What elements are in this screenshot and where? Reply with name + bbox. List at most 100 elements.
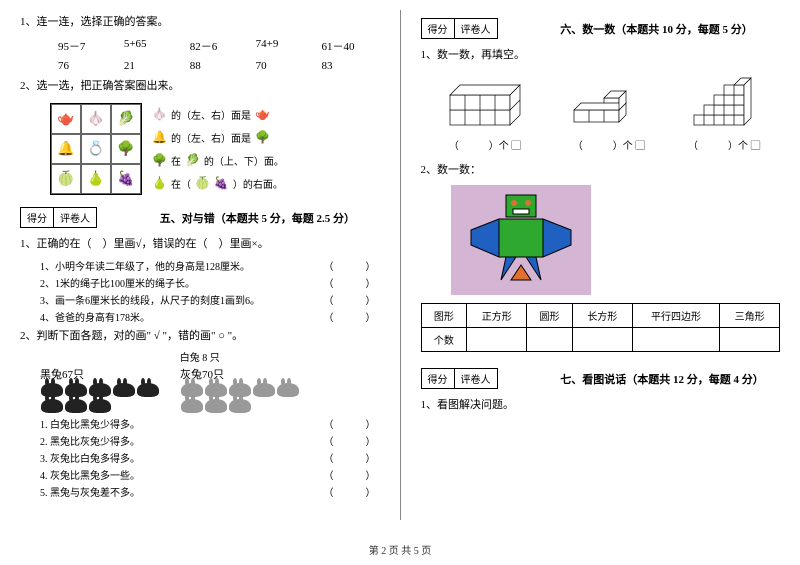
score-label: 得分 [422, 369, 455, 388]
th: 三角形 [720, 304, 780, 328]
cube-stack-icon [440, 80, 530, 130]
score-label: 得分 [422, 19, 455, 38]
j-text: 2. 黑兔比灰兔少得多。 [40, 433, 140, 448]
ans: 76 [58, 60, 108, 72]
text: 的（上、下）面。 [204, 153, 284, 168]
ans: 83 [322, 60, 372, 72]
text: 的（左、右）面是 [171, 130, 251, 145]
cube-stack-icon [569, 80, 649, 130]
item-icon: 🫖 [255, 107, 270, 122]
item-icon: 🌳 [152, 153, 167, 168]
j-paren: （ ） [324, 484, 380, 499]
right-column: 得分 评卷人 六、数一数（本题共 10 分，每题 5 分） 1、数一数，再填空。… [401, 0, 800, 530]
grid-cell: 🫖 [51, 104, 81, 134]
cube-fig-3: （ ）个 ▢ [688, 75, 761, 152]
expr: 74+9 [256, 38, 306, 54]
q1-ans-row: 76 21 88 70 83 [50, 60, 380, 72]
pos-line: 🌳在🥬的（上、下）面。 [152, 153, 284, 168]
white-rabbit-label: 白兔 8 只 [20, 349, 380, 364]
pos-line: 🧄 的（左、右）面是 🫖 [152, 107, 284, 122]
black-rabbits-icons [40, 382, 160, 414]
section-5-title: 五、对与错（本题共 5 分，每题 2.5 分） [160, 210, 355, 226]
q5-1-prompt: 1、正确的在（ ）里画√，错误的在（ ）里画×。 [20, 236, 380, 254]
text: 在（ [171, 176, 191, 191]
th: 圆形 [527, 304, 573, 328]
pos-line: 🔔 的（左、右）面是 🌳 [152, 130, 284, 145]
expr: 82－6 [190, 38, 240, 54]
gray-rabbits-icons [180, 382, 300, 414]
cell [720, 328, 780, 352]
ans: 70 [256, 60, 306, 72]
blank: （ ）个 [449, 141, 509, 152]
score-box: 得分 评卷人 [421, 18, 498, 39]
shape-count-table: 图形 正方形 圆形 长方形 平行四边形 三角形 个数 [421, 303, 781, 352]
judge-item: 5. 黑兔与灰兔差不多。 （ ） [40, 484, 380, 499]
robot-svg [451, 185, 591, 295]
ans: 88 [190, 60, 240, 72]
q6-1-prompt: 1、数一数，再填空。 [421, 47, 781, 65]
grid-cell: 🌳 [111, 134, 141, 164]
text: 的（左、右）面是 [171, 107, 251, 122]
position-statements: 🧄的（左、右）面是🫖 🔔的（左、右）面是🌳 🌳在🥬的（上、下）面。 🍐在（🍈🍇）… [152, 99, 284, 193]
grid-cell: 🧄 [81, 104, 111, 134]
item-icon: 🍐 [152, 176, 167, 191]
tf-paren: （ ） [324, 309, 380, 324]
cell [527, 328, 573, 352]
th: 平行四边形 [632, 304, 720, 328]
blank: （ ）个 [688, 141, 748, 152]
tf-paren: （ ） [324, 275, 380, 290]
q1-prompt: 1、连一连，选择正确的答案。 [20, 14, 380, 32]
j-text: 4. 灰兔比黑兔多一些。 [40, 467, 140, 482]
gray-rabbit-group: 灰兔70只 [180, 366, 300, 414]
q5-2-prompt: 2、判断下面各题，对的画" √ "，错的画" ○ "。 [20, 328, 380, 346]
th: 图形 [421, 304, 467, 328]
tf-paren: （ ） [324, 292, 380, 307]
cube-figures: （ ）个 ▢ （ ）个 ▢ [421, 75, 781, 152]
left-column: 1、连一连，选择正确的答案。 95－7 5+65 82－6 74+9 61－40… [0, 0, 400, 530]
page-container: 1、连一连，选择正确的答案。 95－7 5+65 82－6 74+9 61－40… [0, 0, 800, 530]
text: ）的右面。 [233, 176, 283, 191]
grid-cell: 🍐 [81, 164, 111, 194]
tf-item: 1、小明今年读二年级了，他的身高是128厘米。（ ） [40, 258, 380, 273]
item-icon: 🧄 [152, 107, 167, 122]
expr: 95－7 [58, 38, 108, 54]
tf-paren: （ ） [324, 258, 380, 273]
cell [632, 328, 720, 352]
cell [572, 328, 632, 352]
judge-item: 1. 白兔比黑兔少得多。（ ） [40, 416, 380, 431]
item-icon: 🔔 [152, 130, 167, 145]
item-icon: 🍈 [195, 176, 210, 191]
rabbit-figure: 黑兔67只 灰兔70只 [40, 366, 380, 414]
tf-text: 4、爸爸的身高有178米。 [40, 309, 150, 324]
table-row: 图形 正方形 圆形 长方形 平行四边形 三角形 [421, 304, 780, 328]
table-row: 个数 [421, 328, 780, 352]
q7-1-prompt: 1、看图解决问题。 [421, 397, 781, 415]
q1-expr-row: 95－7 5+65 82－6 74+9 61－40 [50, 38, 380, 54]
j-text: 5. 黑兔与灰兔差不多。 [40, 484, 140, 499]
j-text: 1. 白兔比黑兔少得多。 [40, 416, 140, 431]
item-icon: 🌳 [255, 130, 270, 145]
th: 长方形 [572, 304, 632, 328]
cube-stack-icon [689, 75, 759, 130]
grid-cell: 🍈 [51, 164, 81, 194]
item-icon: 🍇 [214, 176, 229, 191]
text: 在 [171, 153, 181, 168]
grader-label: 评卷人 [54, 208, 96, 227]
th: 正方形 [467, 304, 527, 328]
j-text: 3. 灰兔比白兔多得多。 [40, 450, 140, 465]
tf-text: 2、1米的绳子比100厘米的绳子长。 [40, 275, 195, 290]
q6-2-prompt: 2、数一数： [421, 162, 781, 180]
robot-figure [451, 185, 591, 295]
judge-item: 3. 灰兔比白兔多得多。（ ） [40, 450, 380, 465]
q2-prompt: 2、选一选，把正确答案圈出来。 [20, 78, 380, 96]
expr: 61－40 [322, 38, 372, 54]
grid-cell: 🍇 [111, 164, 141, 194]
ans: 21 [124, 60, 174, 72]
tf-item: 3、画一条6厘米长的线段，从尺子的刻度1画到6。（ ） [40, 292, 380, 307]
black-rabbit-group: 黑兔67只 [40, 366, 160, 414]
pos-line: 🍐 在（ 🍈 🍇 ）的右面。 [152, 176, 284, 191]
score-box: 得分 评卷人 [421, 368, 498, 389]
grid-cell: 🔔 [51, 134, 81, 164]
q2-layout: 🫖 🧄 🥬 🔔 💍 🌳 🍈 🍐 🍇 🧄的（左、右）面是🫖 🔔的（左、右）面是🌳 … [20, 99, 380, 199]
score-box: 得分 评卷人 [20, 207, 97, 228]
